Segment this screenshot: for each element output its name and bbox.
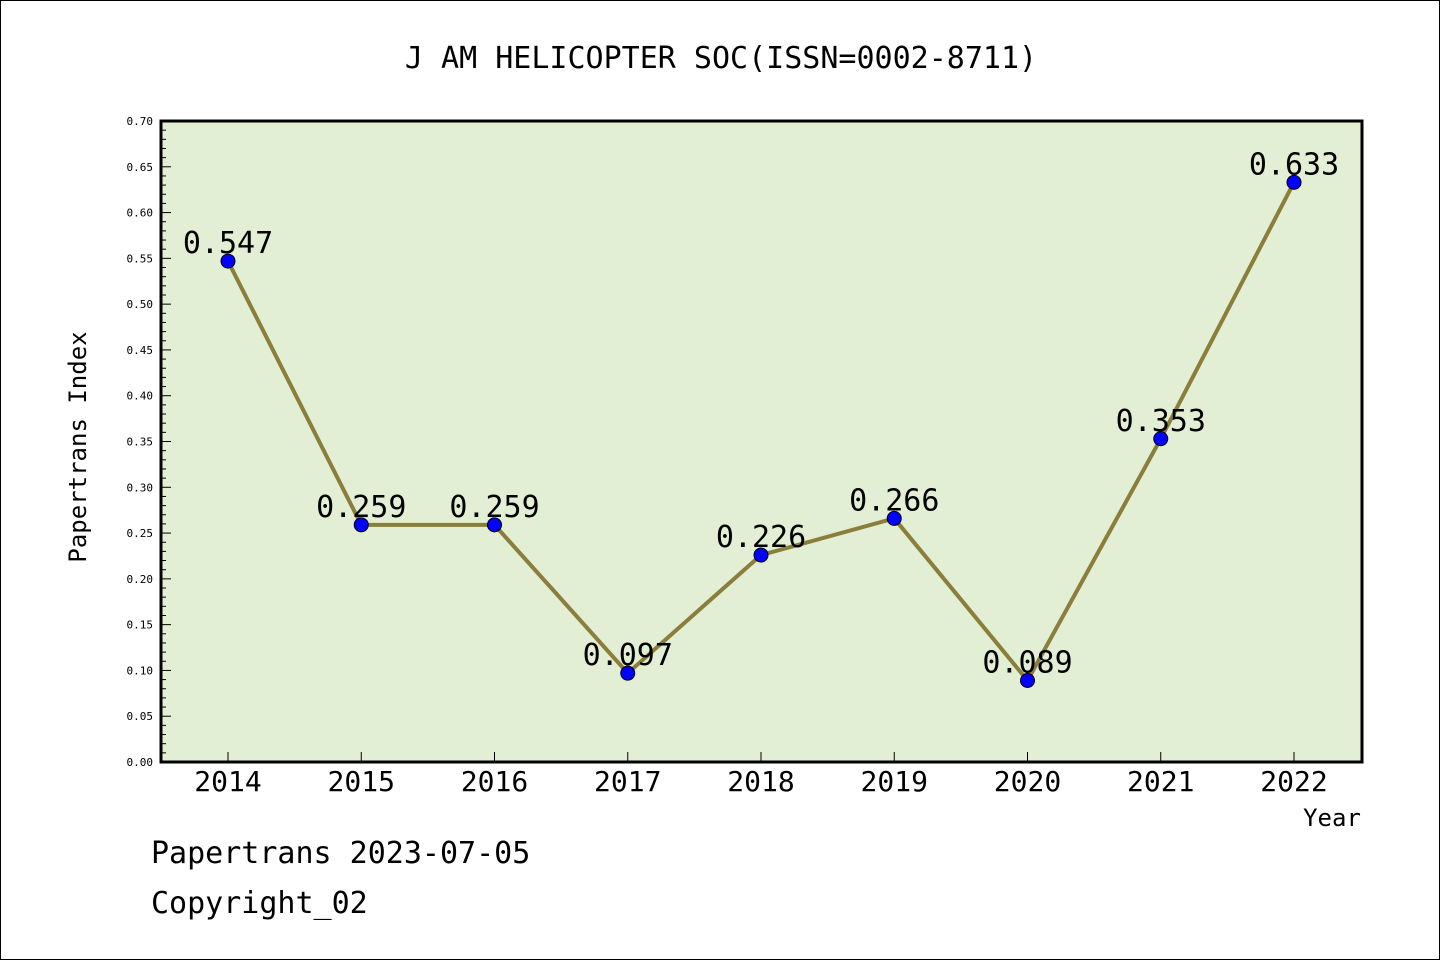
data-label: 0.097 (583, 638, 673, 673)
y-tick-label: 0.30 (127, 481, 154, 494)
x-tick-label: 2014 (194, 765, 261, 798)
y-tick-label: 0.65 (127, 161, 154, 174)
x-tick-label: 2018 (727, 765, 794, 798)
data-labels: 0.547 0.259 0.259 0.097 0.226 0.266 0.089 0.353… (183, 147, 1339, 680)
y-tick-label: 0.35 (127, 436, 154, 449)
y-tick-label: 0.20 (127, 573, 154, 586)
x-tick-label: 2022 (1260, 765, 1327, 798)
data-label: 0.259 (449, 490, 539, 525)
data-point (353, 517, 369, 533)
y-tick-label: 0.00 (127, 756, 154, 769)
y-tick-label: 0.70 (127, 115, 154, 128)
data-point (1286, 174, 1302, 190)
data-label: 0.259 (316, 490, 406, 525)
footer-date: Papertrans 2023-07-05 (151, 836, 531, 871)
x-tick-label: 2020 (994, 765, 1061, 798)
chart-title: J AM HELICOPTER SOC(ISSN=0002-8711) (405, 41, 1037, 76)
x-tick-label: 2019 (861, 765, 928, 798)
data-label: 0.266 (849, 483, 939, 518)
data-point (220, 253, 236, 269)
y-tick-label: 0.50 (127, 298, 154, 311)
y-tick-label: 0.45 (127, 344, 154, 357)
y-axis: 0.00 0.05 0.10 0.15 0.20 0.25 0.30 0.35 0.40 0.45… (127, 115, 171, 769)
y-tick-label: 0.05 (127, 710, 154, 723)
x-tick-label: 2017 (594, 765, 661, 798)
data-point (620, 665, 636, 681)
data-points (220, 174, 1302, 689)
data-point (1020, 673, 1035, 689)
x-axis-label: Year (1303, 804, 1361, 832)
x-tick-label: 2015 (328, 765, 395, 798)
x-tick-label: 2016 (461, 765, 528, 798)
x-tick-label: 2021 (1127, 765, 1194, 798)
data-label: 0.547 (183, 226, 273, 261)
y-tick-label: 0.25 (127, 527, 154, 540)
plot-area (161, 121, 1362, 762)
data-label: 0.226 (716, 520, 806, 555)
footer-copyright: Copyright_02 (151, 886, 368, 921)
y-tick-label: 0.40 (127, 390, 154, 403)
data-point (1153, 431, 1169, 447)
data-label: 0.633 (1249, 147, 1339, 182)
data-label: 0.353 (1116, 404, 1206, 439)
data-point (487, 517, 502, 533)
y-tick-label: 0.55 (127, 252, 154, 265)
x-axis: 2014 2015 2016 2017 2018 2019 2020 2021 2022 (194, 752, 1328, 798)
y-axis-label: Papertrans Index (64, 331, 92, 562)
plot-frame (159, 119, 1364, 764)
data-point (753, 547, 769, 563)
y-tick-label: 0.10 (127, 664, 154, 677)
y-tick-label: 0.15 (127, 619, 154, 632)
y-tick-label: 0.60 (127, 207, 154, 220)
data-label: 0.089 (982, 646, 1072, 681)
data-point (886, 510, 902, 526)
